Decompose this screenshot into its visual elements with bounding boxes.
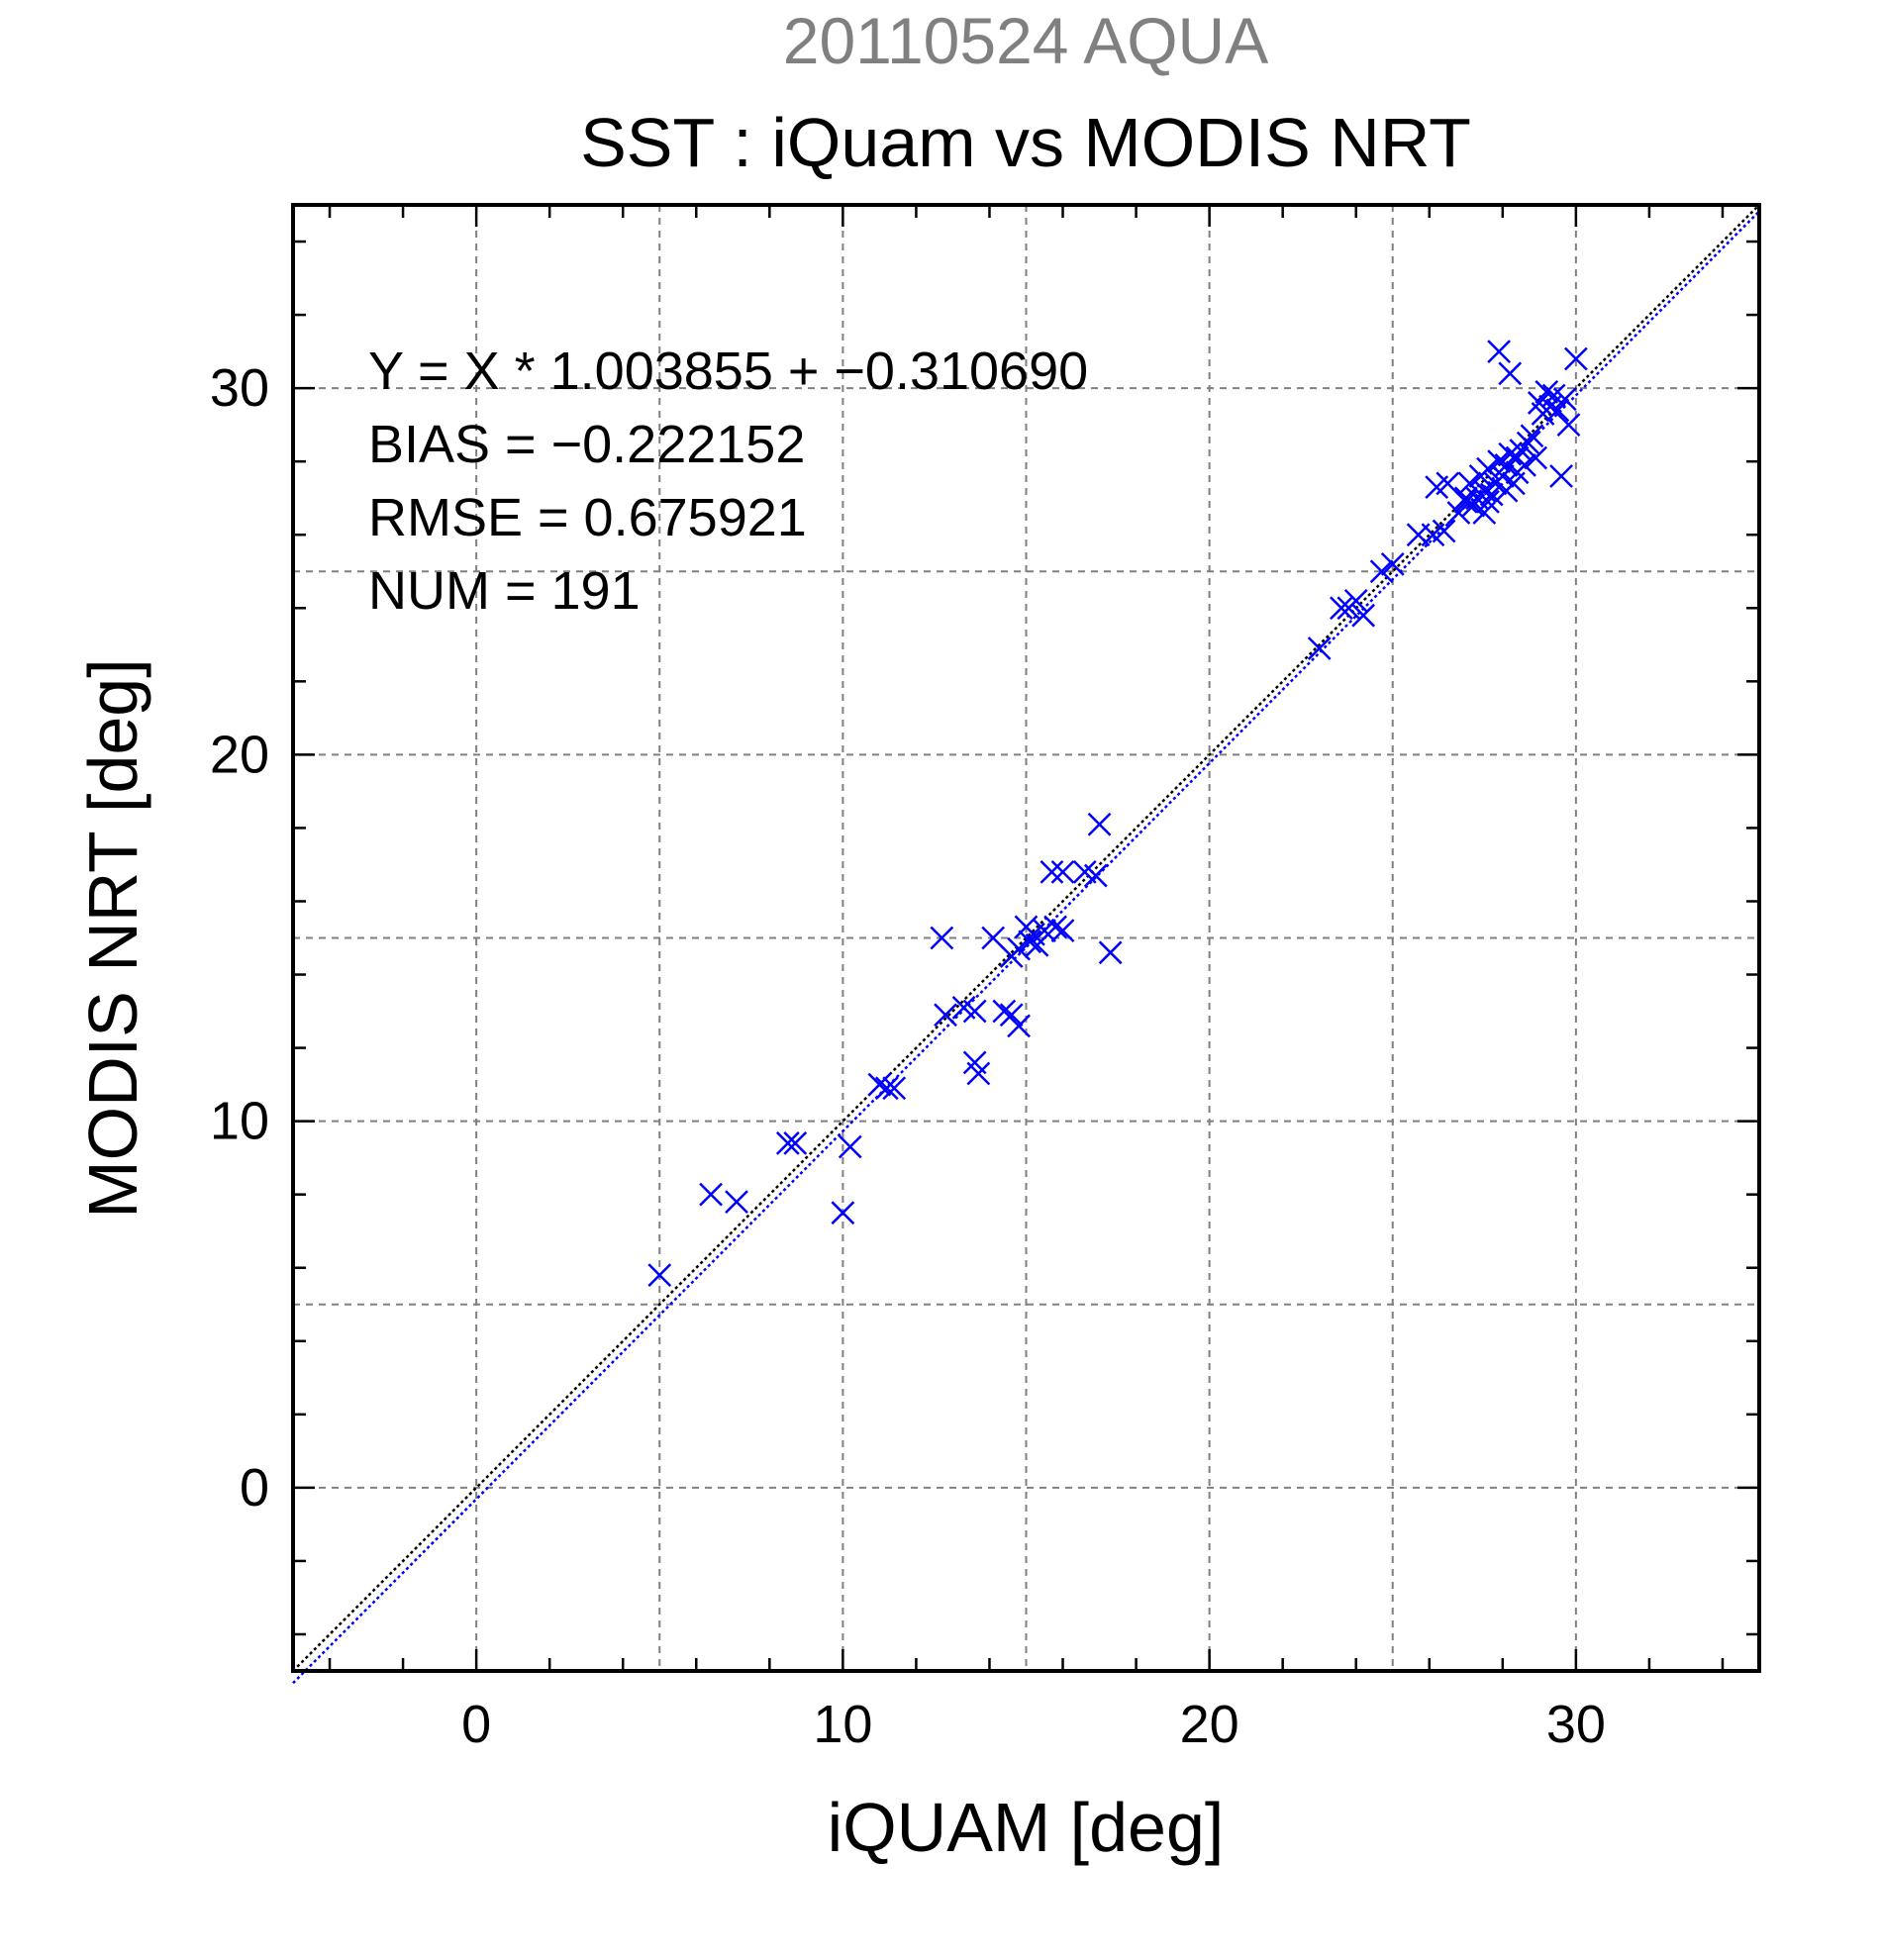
data-point	[962, 999, 987, 1024]
data-point	[1457, 471, 1482, 496]
data-point	[1307, 637, 1332, 660]
data-point	[1498, 361, 1523, 386]
data-point	[1040, 859, 1064, 884]
data-point	[1050, 919, 1075, 942]
data-point	[966, 1061, 991, 1086]
data-point	[1436, 471, 1460, 496]
data-point	[930, 926, 954, 950]
x-tick-labels: 0 10 20 30	[461, 1695, 1606, 1754]
data-point	[1330, 596, 1353, 621]
data-point	[1487, 340, 1512, 363]
data-point	[1083, 863, 1108, 888]
data-point	[1025, 933, 1049, 957]
data-point	[1453, 486, 1478, 511]
data-point	[647, 1263, 672, 1288]
y-tick-labels: 0 10 20 30	[210, 358, 269, 1518]
x-axis-label: iQUAM [deg]	[828, 1789, 1225, 1866]
data-point	[934, 1003, 957, 1028]
data-point	[1534, 379, 1559, 404]
data-point	[1018, 930, 1042, 954]
y-tick-label: 10	[210, 1092, 269, 1151]
data-point	[1351, 603, 1376, 628]
data-point	[1556, 413, 1581, 438]
data-points	[647, 340, 1588, 1288]
data-point	[831, 1201, 855, 1225]
data-point	[867, 1072, 892, 1097]
data-point	[1432, 519, 1456, 543]
stats-line: NUM = 191	[368, 561, 641, 621]
data-point	[1563, 346, 1588, 371]
data-point	[1369, 559, 1394, 584]
x-tick-label: 30	[1546, 1695, 1606, 1754]
data-point	[882, 1076, 907, 1101]
data-point	[1343, 588, 1368, 613]
data-point	[1050, 859, 1075, 884]
data-point	[1524, 445, 1548, 470]
data-point	[783, 1130, 808, 1155]
data-point	[1520, 424, 1544, 448]
data-point	[1007, 1014, 1031, 1038]
data-point	[981, 926, 1006, 950]
one-to-one-line	[292, 204, 1760, 1672]
data-point	[1552, 387, 1577, 412]
y-tick-label: 0	[240, 1458, 269, 1518]
y-tick-label: 20	[210, 725, 269, 784]
data-point	[775, 1130, 800, 1155]
y-axis-label: MODIS NRT [deg]	[74, 658, 151, 1218]
data-point	[699, 1182, 723, 1207]
data-point	[1487, 449, 1512, 474]
stats-line: Y = X * 1.003855 + −0.310690	[368, 342, 1088, 401]
data-point	[1476, 456, 1500, 481]
x-tick-label: 10	[813, 1695, 872, 1754]
x-tick-label: 0	[461, 1695, 491, 1754]
data-point	[1446, 501, 1471, 525]
data-point	[1087, 812, 1112, 836]
data-point	[725, 1190, 748, 1214]
data-point	[838, 1134, 862, 1159]
data-point	[1043, 915, 1068, 939]
data-point	[999, 1003, 1024, 1028]
stats-line: BIAS = −0.222152	[368, 415, 805, 474]
data-point	[874, 1076, 899, 1101]
stats-line: RMSE = 0.675921	[368, 488, 807, 547]
stats-annotations: Y = X * 1.003855 + −0.310690 BIAS = −0.22…	[368, 342, 1088, 621]
chart-title: SST : iQuam vs MODIS NRT	[580, 104, 1471, 181]
minor-ticks	[293, 205, 1759, 1671]
data-point	[1549, 464, 1573, 488]
chart-supertitle: 20110524 AQUA	[783, 4, 1269, 77]
data-point	[1380, 551, 1405, 576]
data-point	[1516, 431, 1540, 455]
data-point	[1098, 940, 1123, 965]
plot-frame	[291, 203, 1761, 1673]
y-tick-label: 30	[210, 358, 269, 418]
x-tick-label: 20	[1180, 1695, 1239, 1754]
data-point	[1494, 478, 1519, 503]
data-point	[1545, 398, 1570, 423]
data-point	[1513, 452, 1536, 477]
data-point	[1476, 490, 1500, 514]
